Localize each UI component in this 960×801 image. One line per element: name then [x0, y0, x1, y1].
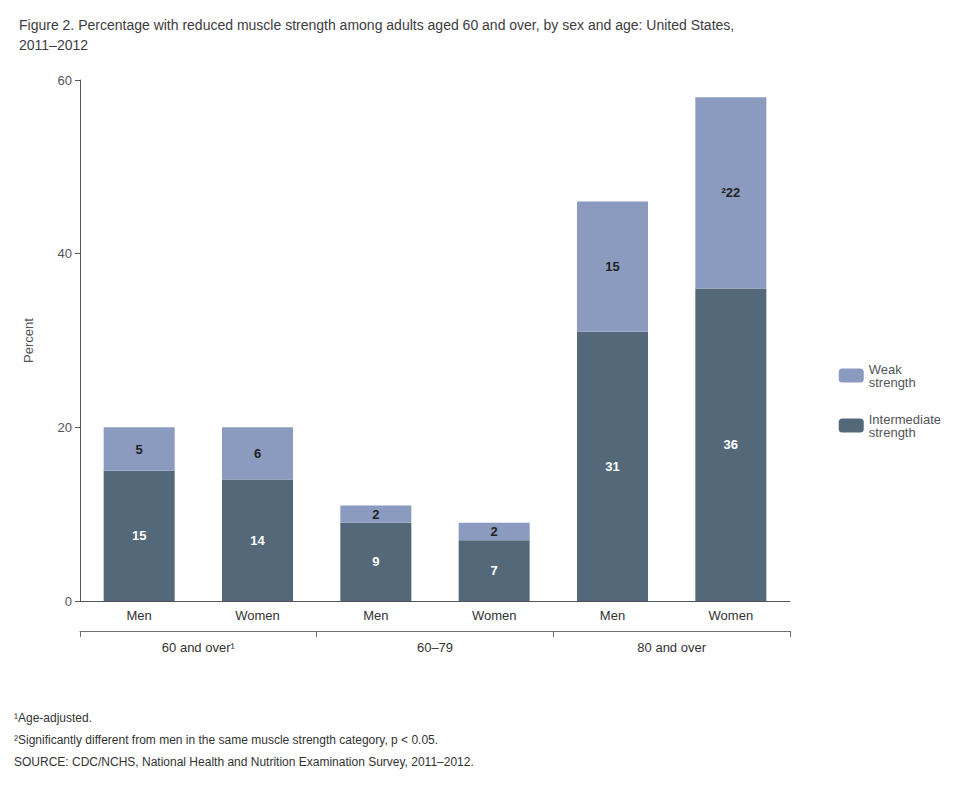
svg-text:6: 6: [254, 446, 261, 461]
svg-text:7: 7: [491, 563, 498, 578]
svg-text:15: 15: [605, 259, 619, 274]
svg-text:Women: Women: [472, 608, 517, 623]
svg-text:20: 20: [58, 420, 72, 435]
svg-text:60–79: 60–79: [417, 640, 453, 655]
svg-text:SOURCE: CDC/NCHS, National Hea: SOURCE: CDC/NCHS, National Health and Nu…: [14, 755, 474, 769]
svg-text:Weak: Weak: [868, 361, 902, 377]
svg-text:Women: Women: [709, 608, 754, 623]
svg-text:Men: Men: [363, 608, 388, 623]
svg-text:Women: Women: [235, 608, 280, 623]
svg-text:strength: strength: [869, 425, 916, 440]
svg-text:Percent: Percent: [21, 318, 36, 363]
svg-text:60 and over¹: 60 and over¹: [162, 640, 236, 655]
svg-text:60: 60: [58, 73, 72, 88]
svg-text:Intermediate: Intermediate: [868, 411, 941, 427]
svg-text:2: 2: [491, 524, 498, 539]
svg-text:5: 5: [136, 442, 143, 457]
svg-text:Men: Men: [600, 608, 625, 623]
svg-text:15: 15: [132, 528, 146, 543]
svg-text:Figure 2. Percentage with redu: Figure 2. Percentage with reduced muscle…: [19, 17, 734, 33]
svg-text:strength: strength: [869, 375, 916, 390]
svg-text:14: 14: [250, 533, 265, 548]
svg-text:0: 0: [65, 594, 72, 609]
svg-text:9: 9: [372, 554, 379, 569]
svg-text:80 and over: 80 and over: [637, 640, 706, 655]
svg-text:Men: Men: [127, 608, 152, 623]
svg-text:¹Age-adjusted.: ¹Age-adjusted.: [14, 711, 92, 725]
svg-text:²Significantly different from: ²Significantly different from men in the…: [14, 733, 438, 747]
svg-text:2: 2: [372, 507, 379, 522]
svg-text:36: 36: [724, 437, 738, 452]
svg-text:2011–2012: 2011–2012: [19, 37, 88, 53]
svg-text:40: 40: [58, 246, 72, 261]
svg-text:²22: ²22: [721, 185, 740, 200]
svg-text:31: 31: [605, 459, 619, 474]
